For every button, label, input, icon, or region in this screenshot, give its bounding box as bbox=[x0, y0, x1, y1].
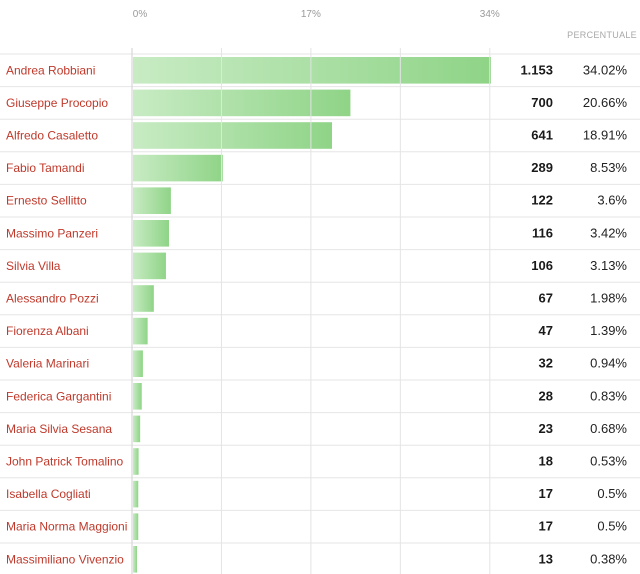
value-label: 18 bbox=[539, 454, 553, 469]
bar bbox=[133, 187, 171, 214]
category-label: Andrea Robbiani bbox=[6, 63, 95, 77]
bar bbox=[133, 285, 154, 312]
value-label: 32 bbox=[539, 356, 553, 371]
bar bbox=[133, 154, 223, 182]
percent-label: 3.13% bbox=[590, 258, 627, 273]
category-label: Maria Silvia Sesana bbox=[6, 422, 112, 436]
percent-label: 0.94% bbox=[590, 356, 627, 371]
bar bbox=[133, 252, 166, 280]
percent-label: 0.5% bbox=[597, 519, 627, 534]
percent-label: 3.42% bbox=[590, 225, 627, 240]
category-label: Maria Norma Maggioni bbox=[6, 520, 127, 534]
bar bbox=[133, 57, 491, 84]
percent-label: 0.53% bbox=[590, 454, 627, 469]
value-label: 23 bbox=[539, 421, 553, 436]
bar bbox=[133, 383, 142, 410]
percent-label: 0.38% bbox=[590, 551, 627, 566]
value-label: 13 bbox=[539, 551, 553, 566]
bar bbox=[133, 317, 148, 345]
percent-label: 1.39% bbox=[590, 323, 627, 338]
value-label: 106 bbox=[531, 258, 553, 273]
percent-label: 8.53% bbox=[590, 160, 627, 175]
category-label: Federica Gargantini bbox=[6, 389, 111, 403]
category-label: Silvia Villa bbox=[6, 259, 61, 273]
value-label: 47 bbox=[539, 323, 553, 338]
category-label: Massimo Panzeri bbox=[6, 226, 98, 240]
bar bbox=[133, 89, 351, 117]
category-label: Isabella Cogliati bbox=[6, 487, 91, 501]
value-label: 17 bbox=[539, 486, 553, 501]
percent-label: 1.98% bbox=[590, 291, 627, 306]
bar bbox=[133, 350, 143, 377]
category-label: Ernesto Sellitto bbox=[6, 194, 87, 208]
percent-label: 0.68% bbox=[590, 421, 627, 436]
value-label: 700 bbox=[531, 95, 553, 110]
category-label: Fiorenza Albani bbox=[6, 324, 89, 338]
x-tick-label: 0% bbox=[133, 9, 148, 20]
value-label: 116 bbox=[532, 225, 553, 240]
value-label: 67 bbox=[539, 291, 553, 306]
value-label: 289 bbox=[531, 160, 553, 175]
percent-label: 3.6% bbox=[597, 193, 627, 208]
percent-label: 34.02% bbox=[583, 62, 628, 77]
percent-column-header: PERCENTUALE bbox=[567, 30, 637, 40]
value-label: 1.153 bbox=[520, 62, 553, 77]
value-label: 17 bbox=[539, 519, 553, 534]
category-label: Fabio Tamandi bbox=[6, 161, 85, 175]
bar bbox=[133, 415, 141, 443]
value-label: 28 bbox=[539, 388, 553, 403]
category-label: Alessandro Pozzi bbox=[6, 292, 99, 306]
value-label: 122 bbox=[531, 193, 553, 208]
percent-label: 0.5% bbox=[597, 486, 627, 501]
category-label: Massimiliano Vivenzio bbox=[6, 552, 124, 566]
bar bbox=[133, 220, 169, 247]
category-label: John Patrick Tomalino bbox=[6, 455, 123, 469]
percent-label: 18.91% bbox=[583, 128, 628, 143]
category-label: Giuseppe Procopio bbox=[6, 96, 108, 110]
value-label: 641 bbox=[531, 128, 553, 143]
percent-label: 0.83% bbox=[590, 388, 627, 403]
category-label: Alfredo Casaletto bbox=[6, 129, 98, 143]
x-tick-label: 17% bbox=[301, 9, 321, 20]
bar bbox=[133, 546, 137, 573]
percent-label: 20.66% bbox=[583, 95, 628, 110]
category-label: Valeria Marinari bbox=[6, 357, 89, 371]
bar bbox=[133, 448, 139, 475]
bar bbox=[133, 513, 139, 540]
bar bbox=[133, 122, 332, 149]
bar bbox=[133, 480, 139, 508]
x-tick-label: 34% bbox=[480, 9, 500, 20]
